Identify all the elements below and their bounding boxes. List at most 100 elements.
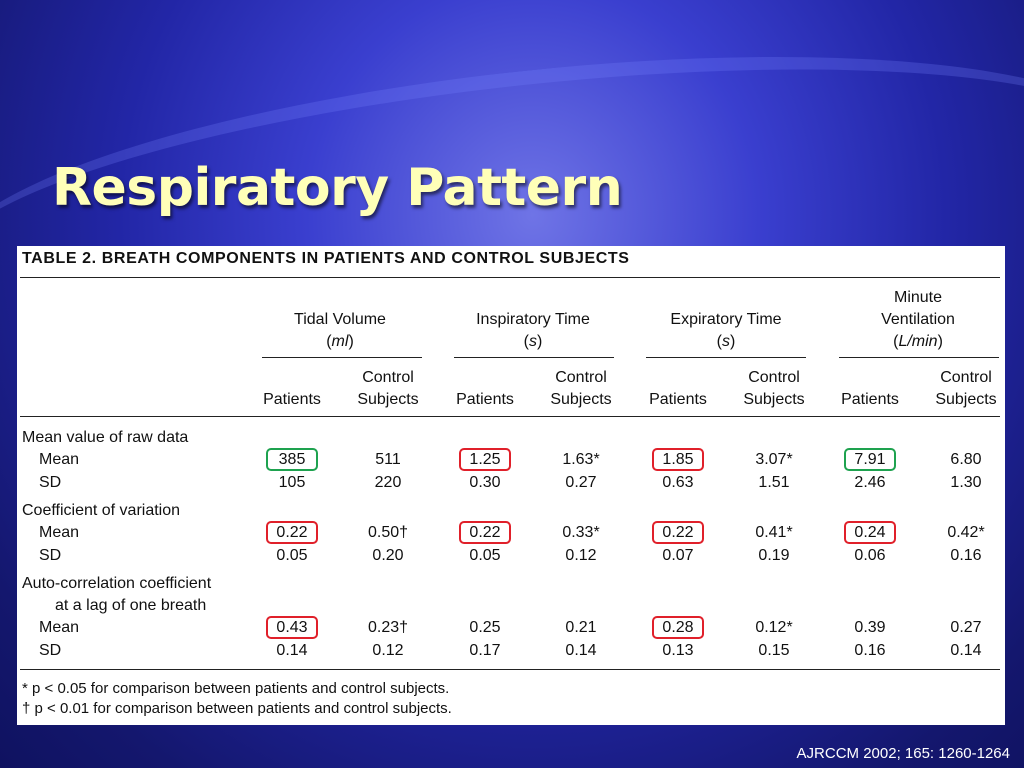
row-label-mean: Mean xyxy=(39,451,80,468)
group-header-unit: (ml) xyxy=(326,333,354,350)
group-header-name: Inspiratory Time xyxy=(476,311,590,328)
row-label-sd: SD xyxy=(39,642,62,659)
table-cell: 0.17 xyxy=(469,642,501,659)
row-label-mean: Mean xyxy=(39,619,80,636)
table-cell: 0.23† xyxy=(367,619,409,636)
table-cell: 0.30 xyxy=(469,474,501,491)
table-cell: 0.15 xyxy=(758,642,790,659)
unit-label: L/min xyxy=(898,333,938,350)
subheader-control-line2: Subjects xyxy=(550,391,612,408)
table-cell: 0.63 xyxy=(662,474,694,491)
group-header-line1: Minute xyxy=(893,289,943,306)
table-cell: 1.30 xyxy=(950,474,982,491)
unit-label: s xyxy=(529,333,537,350)
subheader-control-line2: Subjects xyxy=(357,391,419,408)
group-header-unit: (L/min) xyxy=(893,333,943,350)
section-heading: Mean value of raw data xyxy=(22,429,189,446)
table-cell: 1.25 xyxy=(469,451,501,468)
table-cell: 0.06 xyxy=(854,547,886,564)
group-header-name: Ventilation xyxy=(881,311,955,328)
table-cell: 3.07* xyxy=(755,451,793,468)
subheader-control-line2: Subjects xyxy=(935,391,997,408)
table-cell: 385 xyxy=(278,451,306,468)
table-cell: 0.50† xyxy=(367,524,409,541)
table-cell: 1.63* xyxy=(562,451,600,468)
table-cell: 0.25 xyxy=(469,619,501,636)
table-cell: 0.07 xyxy=(662,547,694,564)
group-header-unit: (s) xyxy=(716,333,736,350)
highlight-box-red xyxy=(266,616,318,639)
subheader-control-line1: Control xyxy=(362,369,414,386)
table-cell: 0.13 xyxy=(662,642,694,659)
highlight-box-red xyxy=(652,521,704,544)
table-rule-bottom xyxy=(20,669,1000,670)
footnote-2: † p < 0.01 for comparison between patien… xyxy=(22,700,452,717)
table-cell: 0.28 xyxy=(662,619,694,636)
table-cell: 0.14 xyxy=(950,642,982,659)
table-cell: 7.91 xyxy=(854,451,886,468)
table-cell: 0.42* xyxy=(947,524,985,541)
table-cell: 6.80 xyxy=(950,451,982,468)
table-title: TABLE 2. BREATH COMPONENTS IN PATIENTS A… xyxy=(22,250,630,267)
table-cell: 0.43 xyxy=(276,619,308,636)
group-underline xyxy=(646,357,806,358)
row-label-sd: SD xyxy=(39,547,62,564)
group-header-unit: (s) xyxy=(523,333,543,350)
footnote-1: * p < 0.05 for comparison between patien… xyxy=(22,680,450,697)
group-underline xyxy=(839,357,999,358)
table-cell: 0.05 xyxy=(276,547,308,564)
highlight-box-red xyxy=(459,521,511,544)
table-cell: 0.12* xyxy=(755,619,793,636)
table-cell: 0.19 xyxy=(758,547,790,564)
row-label-sd: SD xyxy=(39,474,62,491)
table-cell: 2.46 xyxy=(854,474,886,491)
table-cell: 0.22 xyxy=(662,524,694,541)
table-cell: 0.22 xyxy=(276,524,308,541)
section-heading: Auto-correlation coefficient xyxy=(22,575,212,592)
subheader-control-line1: Control xyxy=(555,369,607,386)
table-rule-header xyxy=(20,416,1000,417)
table-cell: 0.22 xyxy=(469,524,501,541)
table-cell: 0.12 xyxy=(372,642,404,659)
section-heading: Coefficient of variation xyxy=(22,502,181,519)
table-cell: 0.16 xyxy=(950,547,982,564)
table-cell: 0.20 xyxy=(372,547,404,564)
data-table: TABLE 2. BREATH COMPONENTS IN PATIENTS A… xyxy=(17,246,1005,725)
highlight-box-red xyxy=(652,616,704,639)
unit-label: s xyxy=(722,333,730,350)
table-cell: 1.51 xyxy=(758,474,790,491)
unit-label: ml xyxy=(331,333,349,350)
section-heading-cont: at a lag of one breath xyxy=(55,597,207,614)
table-cell: 0.27 xyxy=(565,474,597,491)
table-cell: 0.16 xyxy=(854,642,886,659)
table-cell: 220 xyxy=(374,474,402,491)
table-cell: 0.12 xyxy=(565,547,597,564)
table-cell: 511 xyxy=(375,451,401,468)
table-cell: 0.33* xyxy=(562,524,600,541)
highlight-box-green xyxy=(266,448,318,471)
subheader-patients: Patients xyxy=(841,391,899,408)
table-cell: 0.05 xyxy=(469,547,501,564)
subheader-patients: Patients xyxy=(263,391,321,408)
citation: AJRCCM 2002; 165: 1260-1264 xyxy=(796,745,1010,762)
row-label-mean: Mean xyxy=(39,524,80,541)
subheader-control-line1: Control xyxy=(748,369,800,386)
highlight-box-red xyxy=(266,521,318,544)
table-cell: 1.85 xyxy=(662,451,694,468)
group-underline xyxy=(454,357,614,358)
group-header-name: Tidal Volume xyxy=(294,311,386,328)
table-cell: 0.39 xyxy=(854,619,886,636)
slide-title: Respiratory Pattern xyxy=(52,158,623,218)
table-cell: 0.21 xyxy=(565,619,597,636)
highlight-box-red xyxy=(459,448,511,471)
group-underline xyxy=(262,357,422,358)
highlight-box-green xyxy=(844,448,896,471)
subheader-control-line2: Subjects xyxy=(743,391,805,408)
table-cell: 0.14 xyxy=(276,642,308,659)
table-cell: 105 xyxy=(278,474,306,491)
table-cell: 0.14 xyxy=(565,642,597,659)
table-cell: 0.24 xyxy=(854,524,886,541)
subheader-patients: Patients xyxy=(649,391,707,408)
highlight-box-red xyxy=(652,448,704,471)
table-rule-top xyxy=(20,277,1000,278)
